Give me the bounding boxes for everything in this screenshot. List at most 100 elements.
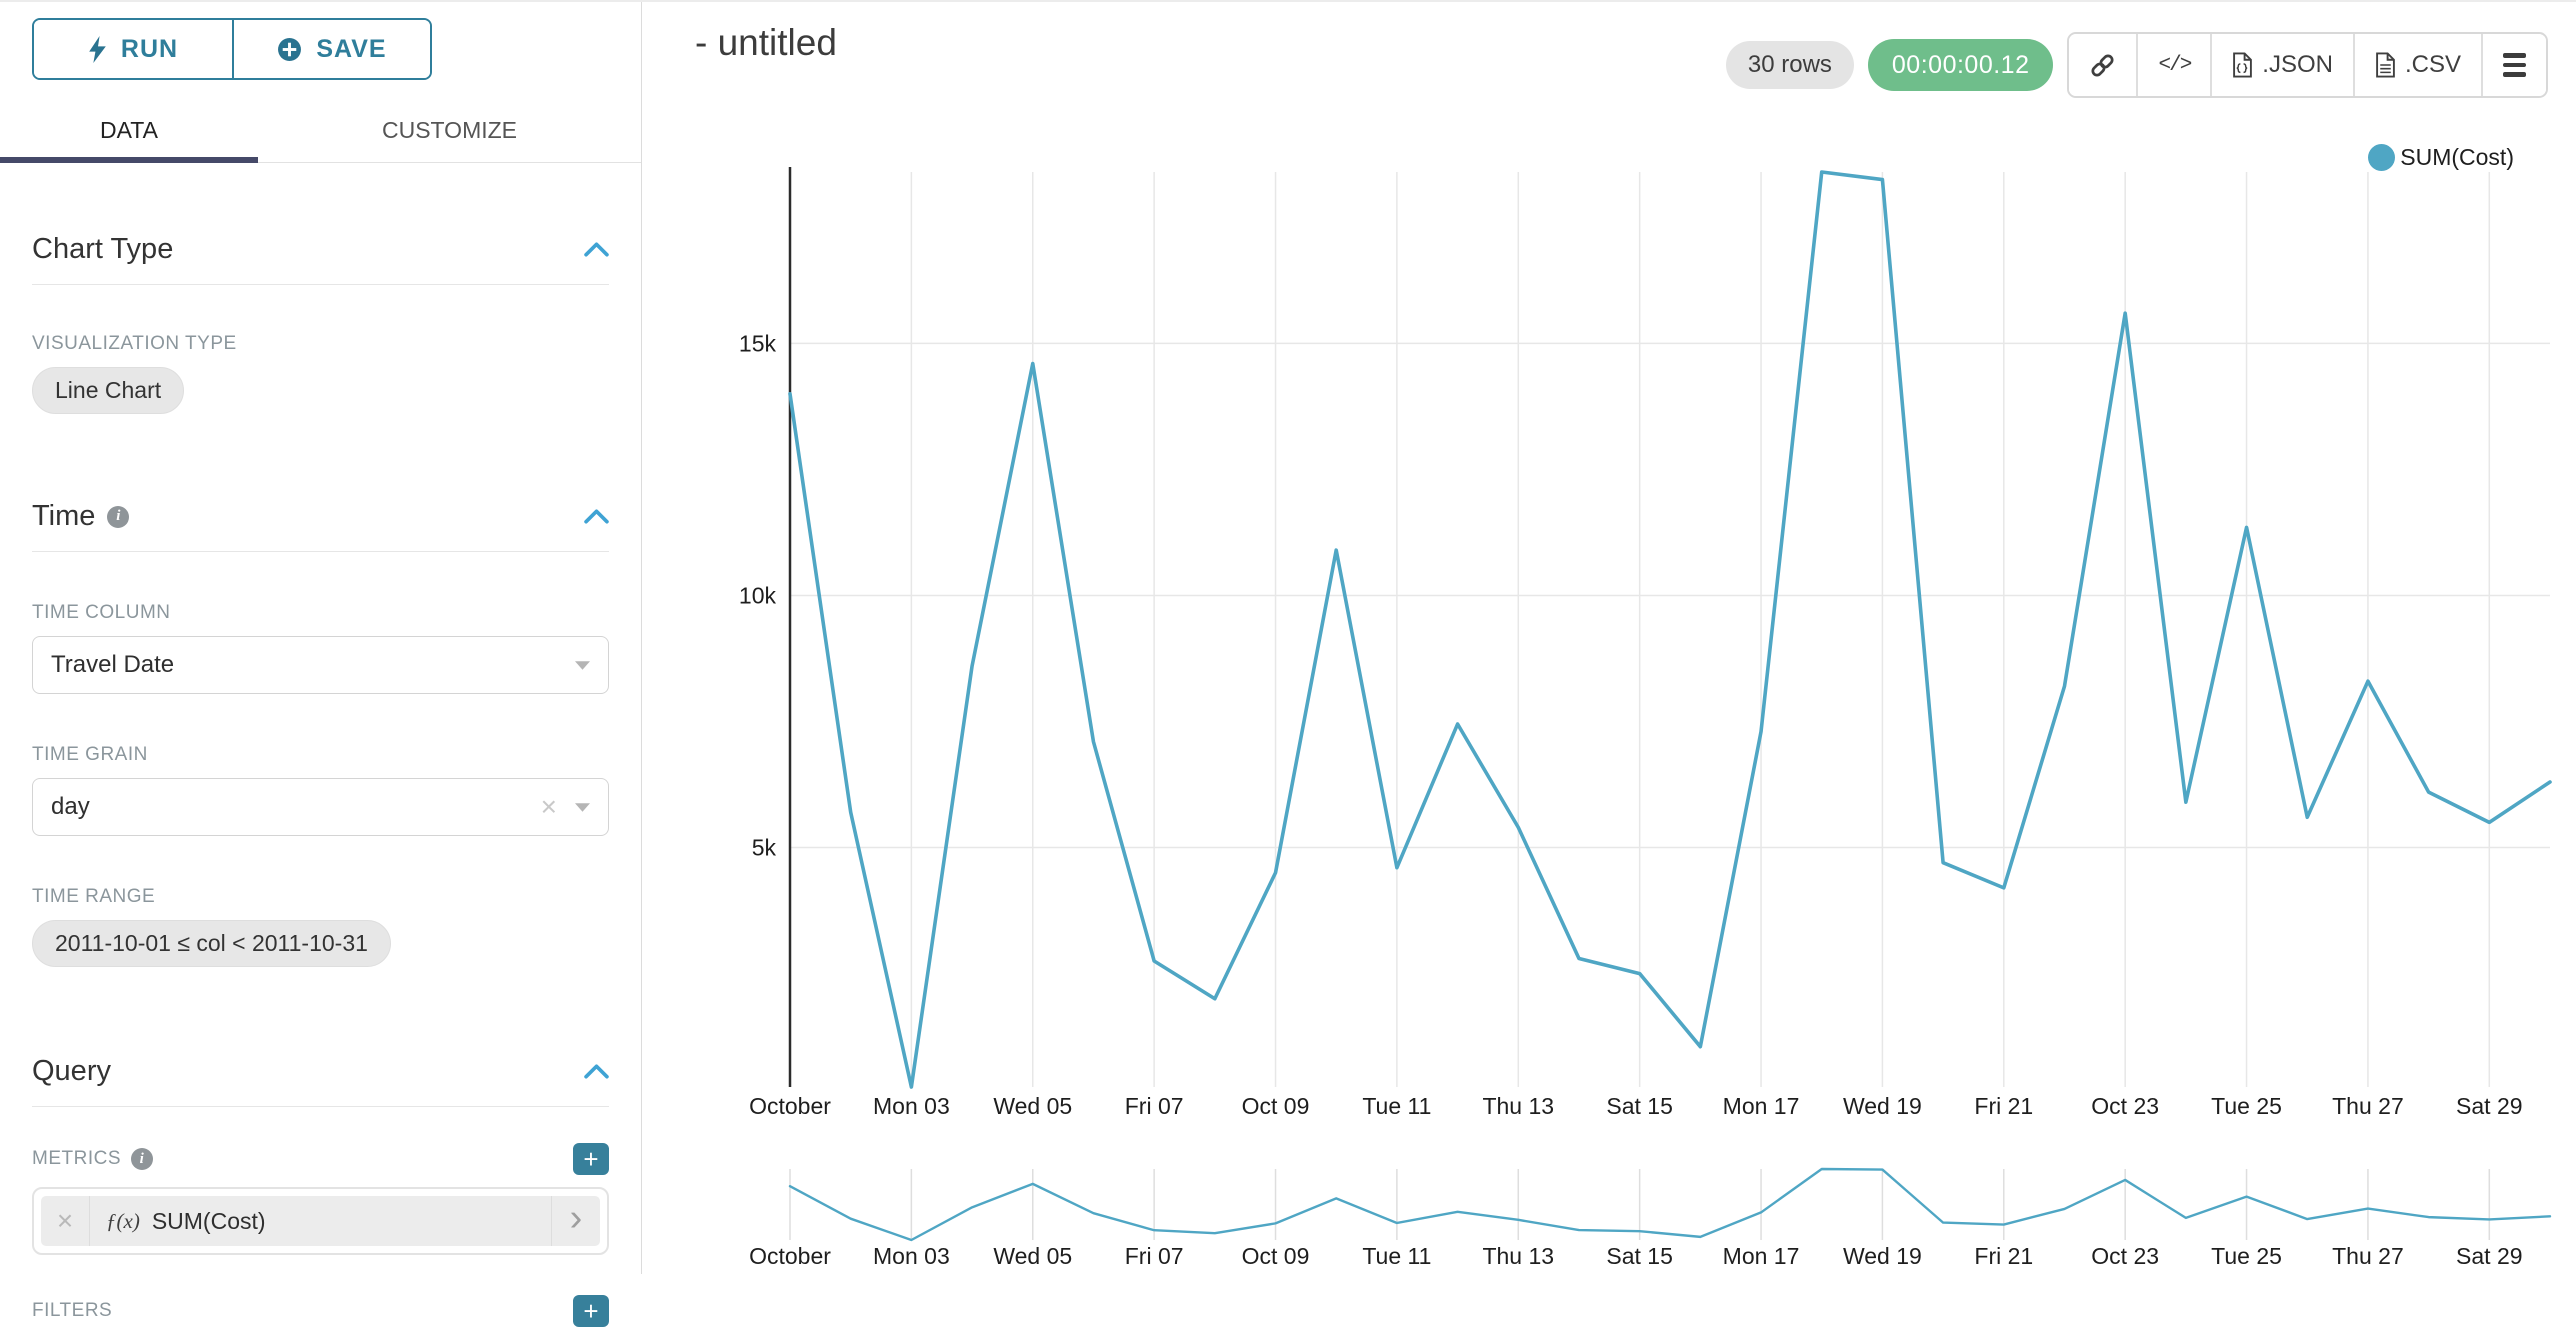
chevron-up-icon[interactable] <box>584 242 609 257</box>
link-icon <box>2091 53 2114 77</box>
export-json-button[interactable]: .JSON <box>2210 34 2353 96</box>
mini-x-axis-tick-label: Thu 27 <box>2332 1243 2404 1269</box>
metric-name: SUM(Cost) <box>151 1207 266 1234</box>
chevron-right-icon[interactable]: › <box>551 1196 600 1246</box>
mini-x-axis-tick-label: Fri 07 <box>1125 1243 1184 1269</box>
legend-item-sum-cost[interactable]: SUM(Cost) <box>2368 144 2514 171</box>
mini-x-axis-tick-label: Wed 05 <box>993 1243 1072 1269</box>
plus-circle-icon <box>278 37 302 61</box>
x-axis-tick-label: Fri 21 <box>1974 1093 2033 1119</box>
time-range-label: TIME RANGE <box>32 886 156 907</box>
file-csv-icon <box>2376 52 2395 78</box>
main-series-line[interactable] <box>788 170 2552 1089</box>
chevron-up-icon[interactable] <box>584 509 609 524</box>
run-button[interactable]: RUN <box>34 20 232 78</box>
time-grain-select[interactable]: day × <box>32 778 609 836</box>
time-column-select[interactable]: Travel Date <box>32 636 609 694</box>
mini-x-axis-tick-label: Wed 19 <box>1843 1243 1922 1269</box>
x-axis-tick-label: Wed 05 <box>993 1093 1072 1119</box>
section-chart-type-title: Chart Type <box>32 233 174 265</box>
time-grain-value: day <box>51 793 90 820</box>
code-icon: </> <box>2158 53 2192 77</box>
chart-title[interactable]: - untitled <box>695 22 837 63</box>
control-panel-content: Chart Type VISUALIZATION TYPE Line Chart… <box>0 233 641 1327</box>
section-query-header[interactable]: Query <box>32 1055 609 1088</box>
export-csv-button[interactable]: .CSV <box>2352 34 2481 96</box>
caret-down-icon <box>575 802 590 812</box>
mini-x-axis-tick-label: Oct 09 <box>1242 1243 1310 1269</box>
time-column-value: Travel Date <box>51 651 175 678</box>
mini-x-axis-tick-label: Sat 29 <box>2456 1243 2523 1269</box>
x-axis-tick-label: Thu 13 <box>1482 1093 1554 1119</box>
query-timer-badge: 00:00:00.12 <box>1867 39 2054 91</box>
run-save-button-group: RUN SAVE <box>32 18 432 80</box>
section-divider <box>32 284 609 285</box>
mini-x-axis-tick-label: Fri 21 <box>1974 1243 2033 1269</box>
x-axis-tick-label: Sat 15 <box>1606 1093 1673 1119</box>
x-axis-tick-label: Tue 25 <box>2211 1093 2282 1119</box>
section-time-title: Time <box>32 500 96 532</box>
tab-customize[interactable]: CUSTOMIZE <box>258 98 641 162</box>
chevron-up-icon[interactable] <box>584 1064 609 1079</box>
section-time-header[interactable]: Time i <box>32 500 609 533</box>
export-button-group: </> .JSON .CSV <box>2067 32 2548 98</box>
x-axis-tick-label: Thu 27 <box>2332 1093 2404 1119</box>
more-options-button[interactable] <box>2481 34 2546 96</box>
tab-data[interactable]: DATA <box>0 98 258 163</box>
add-metric-button[interactable]: + <box>573 1143 609 1175</box>
caret-down-icon <box>575 660 590 670</box>
row-count-badge: 30 rows <box>1725 41 1854 89</box>
mini-x-axis-tick-label: Tue 25 <box>2211 1243 2282 1269</box>
x-axis-tick-label: Sat 29 <box>2456 1093 2523 1119</box>
time-grain-label: TIME GRAIN <box>32 744 148 765</box>
remove-metric-icon[interactable]: × <box>41 1196 90 1246</box>
time-range-value[interactable]: 2011-10-01 ≤ col < 2011-10-31 <box>32 920 391 967</box>
y-axis-tick-label: 10k <box>739 582 777 608</box>
metric-field: × ƒ(x) SUM(Cost) › <box>32 1187 609 1255</box>
sidebar-tabs: DATA CUSTOMIZE <box>0 98 641 163</box>
fx-icon: ƒ(x) <box>106 1208 140 1233</box>
section-divider <box>32 1106 609 1107</box>
line-chart: October October Mon 03 Mon 03 Wed 05 Wed 05 Fr… <box>739 167 2552 1269</box>
mini-x-axis-tick-label: Sat 15 <box>1606 1243 1673 1269</box>
chart-header-controls: 30 rows 00:00:00.12 </> <box>1725 32 2548 98</box>
metric-item-body[interactable]: ƒ(x) SUM(Cost) <box>90 1196 551 1246</box>
info-icon: i <box>107 505 130 528</box>
embed-code-button[interactable]: </> <box>2136 34 2211 96</box>
mini-x-axis-tick-label: Mon 17 <box>1723 1243 1800 1269</box>
x-axis-tick-label: Tue 11 <box>1362 1093 1431 1119</box>
menu-icon <box>2503 53 2526 77</box>
clear-icon[interactable]: × <box>540 791 557 822</box>
mini-x-axis-tick-label: Mon 03 <box>873 1243 950 1269</box>
export-json-label: .JSON <box>2262 51 2333 78</box>
active-tab-indicator <box>0 157 258 163</box>
save-button-label: SAVE <box>316 34 387 63</box>
x-axis-tick-label: Fri 07 <box>1125 1093 1184 1119</box>
x-axis-tick-label: October <box>749 1093 831 1119</box>
tab-data-label: DATA <box>100 116 158 143</box>
share-link-button[interactable] <box>2069 34 2137 96</box>
visualization-type-label: VISUALIZATION TYPE <box>32 333 237 354</box>
save-button[interactable]: SAVE <box>232 20 430 78</box>
section-chart-type-header[interactable]: Chart Type <box>32 233 609 266</box>
tab-customize-label: CUSTOMIZE <box>381 116 518 143</box>
x-axis-tick-label: Wed 19 <box>1843 1093 1922 1119</box>
visualization-type-value[interactable]: Line Chart <box>32 367 185 414</box>
y-axis-tick-label: 5k <box>752 835 777 861</box>
mini-x-axis-tick-label: Thu 13 <box>1482 1243 1554 1269</box>
legend-swatch <box>2368 144 2396 171</box>
x-axis-tick-label: Mon 17 <box>1723 1093 1800 1119</box>
chart-panel: - untitled 30 rows 00:00:00.12 </> <box>643 2 2576 1274</box>
mini-series-line[interactable] <box>788 1167 2552 1242</box>
window-top-border <box>0 0 2576 2</box>
mini-x-axis-tick-label: October <box>749 1243 831 1269</box>
export-csv-label: .CSV <box>2404 51 2461 78</box>
run-button-label: RUN <box>120 34 179 63</box>
legend-label: SUM(Cost) <box>2400 144 2514 170</box>
section-divider <box>32 551 609 552</box>
add-filter-button[interactable]: + <box>573 1295 609 1327</box>
metrics-label: METRICS i <box>32 1148 153 1170</box>
x-axis-tick-label: Oct 09 <box>1242 1093 1310 1119</box>
time-column-label: TIME COLUMN <box>32 602 171 623</box>
x-axis-tick-label: Oct 23 <box>2091 1093 2159 1119</box>
